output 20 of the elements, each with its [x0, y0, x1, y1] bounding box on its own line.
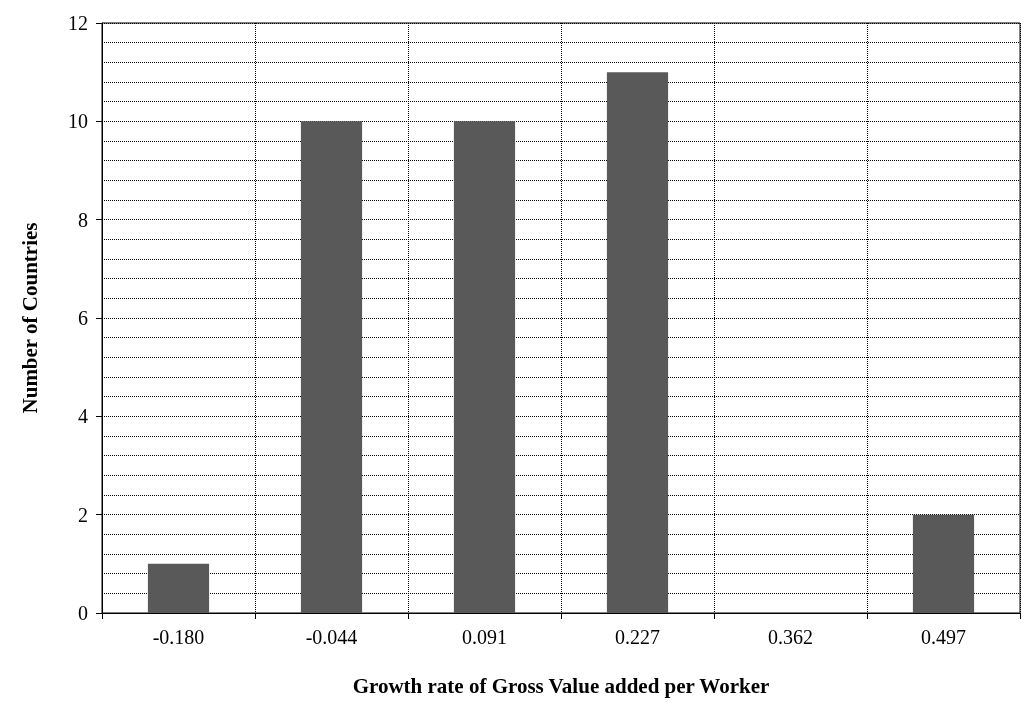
y-tick-label: 0 — [78, 602, 88, 624]
x-tick-label: 0.497 — [921, 626, 966, 648]
y-tick-label: 4 — [78, 405, 88, 428]
x-tick-label: -0.044 — [305, 626, 358, 648]
y-tick-label: 12 — [68, 12, 88, 34]
y-tick-label: 6 — [78, 307, 88, 329]
y-axis-title: Number of Countries — [17, 222, 42, 414]
y-tick-label: 2 — [78, 503, 88, 526]
x-tick-label: 0.362 — [768, 626, 813, 648]
bar — [300, 121, 363, 613]
bar — [147, 563, 210, 613]
x-tick-label: 0.227 — [615, 626, 660, 648]
x-tick-label: -0.180 — [152, 626, 205, 648]
bar — [606, 72, 669, 613]
bar — [453, 121, 516, 613]
y-tick-label: 10 — [68, 110, 88, 133]
x-axis-title: Growth rate of Gross Value added per Worker — [352, 673, 770, 698]
y-tick-label: 8 — [78, 208, 88, 231]
x-tick-label: 0.091 — [462, 626, 507, 648]
bar — [912, 514, 975, 613]
